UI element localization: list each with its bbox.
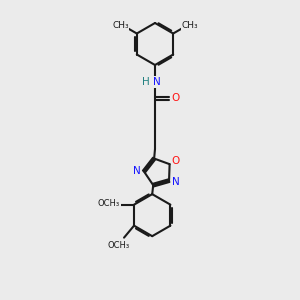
Text: O: O — [171, 93, 179, 103]
Text: H: H — [142, 77, 150, 87]
Text: N: N — [172, 177, 180, 187]
Text: OCH₃: OCH₃ — [108, 241, 130, 250]
Text: N: N — [153, 77, 161, 87]
Text: O: O — [172, 156, 180, 166]
Text: CH₃: CH₃ — [181, 22, 198, 31]
Text: N: N — [133, 166, 141, 176]
Text: CH₃: CH₃ — [112, 22, 129, 31]
Text: OCH₃: OCH₃ — [98, 199, 120, 208]
